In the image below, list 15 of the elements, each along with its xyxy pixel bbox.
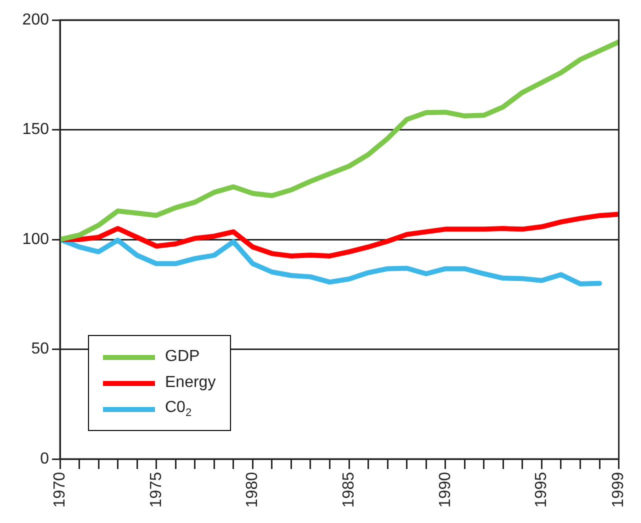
x-tick-label: 1970 (51, 472, 68, 508)
y-tick-label: 150 (22, 121, 50, 138)
x-tick-label: 1990 (436, 472, 454, 508)
y-tick-label: 0 (40, 450, 50, 468)
x-tick-label: 1975 (148, 472, 165, 508)
legend-label: GDP (165, 348, 200, 366)
y-tick-label: 100 (22, 230, 50, 248)
x-tick-label: 1995 (533, 472, 550, 508)
y-tick-label: 50 (31, 340, 50, 358)
x-tick-label: 1999 (610, 472, 628, 508)
legend-label: C0$_{2}$ (165, 398, 192, 420)
x-tick-label: 1985 (340, 472, 358, 508)
y-tick-label: 200 (22, 11, 50, 28)
legend-label: Energy (165, 374, 216, 392)
x-tick-label: 1980 (244, 472, 262, 508)
